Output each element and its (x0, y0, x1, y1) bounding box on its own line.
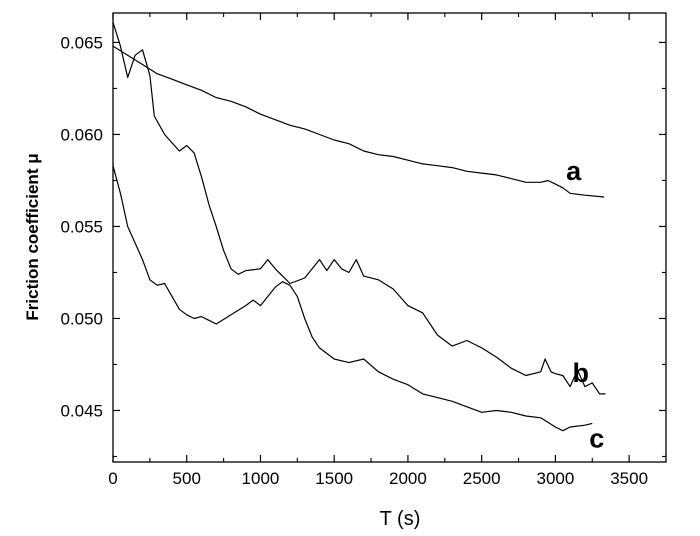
x-tick-label: 500 (173, 469, 201, 488)
x-axis-ticks: 0 500 1000 1500 2000 2500 3000 3500 (108, 13, 648, 488)
plot-frame (112, 12, 667, 463)
y-axis-ticks: 0.045 0.050 0.055 0.060 0.065 (60, 33, 666, 458)
y-tick-label: 0.065 (60, 33, 103, 52)
x-tick-label: 1000 (242, 469, 280, 488)
series-line-a (112, 45, 605, 198)
series-label-a: a (566, 156, 582, 186)
x-axis-title: T (s) (380, 508, 421, 530)
x-tick-label: 3000 (536, 469, 574, 488)
y-tick-label: 0.055 (60, 217, 103, 236)
series-line-c (112, 165, 593, 432)
x-tick-label: 2000 (389, 469, 427, 488)
x-tick-label: 1500 (315, 469, 353, 488)
annotation-layer: a b c (566, 156, 604, 453)
y-tick-label: 0.060 (60, 125, 103, 144)
x-tick-label: 0 (108, 469, 117, 488)
x-tick-label: 3500 (610, 469, 648, 488)
series-line-b (112, 22, 606, 395)
y-axis-title: Friction coefficient μ (23, 153, 42, 320)
series-label-c: c (589, 423, 604, 453)
x-tick-label: 2500 (463, 469, 501, 488)
y-tick-label: 0.045 (60, 401, 103, 420)
series-layer (112, 22, 606, 432)
series-label-b: b (573, 358, 590, 388)
y-tick-label: 0.050 (60, 309, 103, 328)
